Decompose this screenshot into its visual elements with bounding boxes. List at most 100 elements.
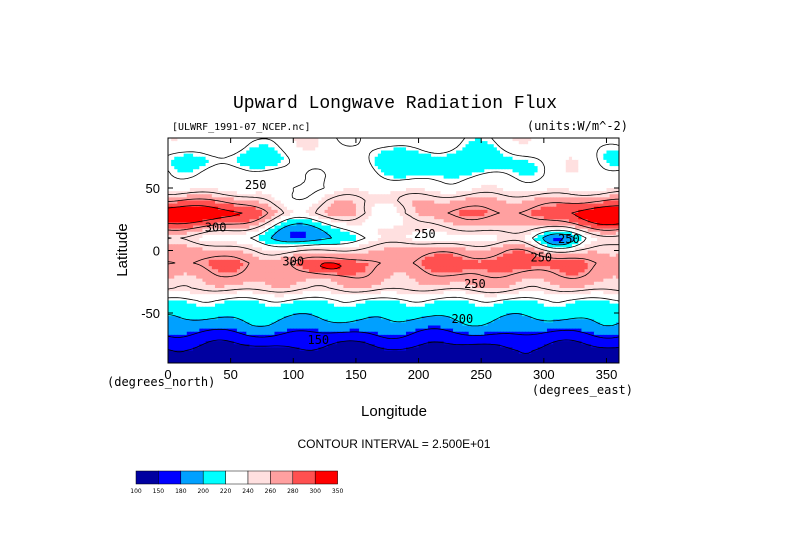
- field-cell: [449, 219, 454, 223]
- field-cell: [415, 206, 420, 211]
- field-cell: [324, 200, 329, 205]
- field-cell: [412, 203, 417, 208]
- field-cell: [440, 169, 445, 173]
- field-cell: [427, 175, 432, 180]
- field-cell: [246, 209, 251, 214]
- field-cell: [305, 144, 310, 148]
- field-cell: [380, 138, 385, 142]
- field-cell: [593, 184, 598, 189]
- field-cell: [305, 213, 310, 217]
- field-cell: [449, 228, 454, 233]
- field-cell: [550, 231, 554, 236]
- field-cell: [337, 184, 341, 189]
- field-cell: [512, 138, 517, 142]
- field-cell: [211, 144, 216, 148]
- field-cell: [177, 172, 182, 177]
- field-cell: [534, 194, 539, 198]
- field-cell: [393, 203, 398, 208]
- field-cell: [553, 206, 557, 211]
- field-cell: [359, 147, 363, 152]
- field-cell: [609, 241, 614, 245]
- field-cell: [183, 166, 188, 170]
- field-cell: [462, 234, 467, 239]
- field-cell: [543, 213, 548, 217]
- field-cell: [390, 209, 395, 214]
- field-cell: [468, 231, 473, 236]
- field-cell: [578, 225, 583, 230]
- field-cell: [409, 222, 413, 227]
- field-cell: [509, 150, 514, 155]
- field-cell: [409, 200, 413, 205]
- field-cell: [180, 191, 185, 195]
- field-cell: [534, 153, 539, 158]
- field-cell: [243, 175, 247, 180]
- field-cell: [597, 241, 601, 245]
- field-cell: [168, 184, 172, 189]
- field-cell: [305, 244, 310, 248]
- field-cell: [221, 166, 225, 170]
- field-cell: [315, 184, 319, 189]
- field-cell: [290, 178, 294, 183]
- field-cell: [412, 200, 417, 205]
- field-cell: [525, 200, 529, 205]
- field-cell: [593, 241, 598, 245]
- field-cell: [525, 206, 529, 211]
- field-cell: [493, 172, 498, 177]
- field-cell: [540, 144, 545, 148]
- field-cell: [590, 234, 595, 239]
- field-cell: [271, 144, 276, 148]
- field-cell: [406, 159, 410, 164]
- field-cell: [609, 144, 614, 148]
- field-cell: [312, 175, 316, 180]
- field-cell: [261, 194, 266, 198]
- field-cell: [412, 153, 417, 158]
- field-cell: [421, 234, 426, 239]
- field-cell: [227, 169, 232, 173]
- field-cell: [406, 150, 410, 155]
- field-cell: [368, 159, 373, 164]
- field-cell: [261, 166, 266, 170]
- field-cell: [440, 172, 445, 177]
- field-cell: [396, 219, 401, 223]
- field-cell: [593, 191, 598, 195]
- field-cell: [543, 181, 548, 186]
- field-cell: [189, 159, 194, 164]
- field-cell: [293, 188, 298, 192]
- field-cell: [299, 166, 304, 170]
- field-cell: [174, 219, 178, 223]
- field-cell: [183, 244, 188, 248]
- field-cell: [227, 194, 232, 198]
- field-cell: [346, 206, 351, 211]
- field-cell: [171, 241, 175, 245]
- field-cell: [609, 181, 614, 186]
- field-cell: [584, 206, 589, 211]
- field-cell: [268, 172, 272, 177]
- field-cell: [396, 144, 401, 148]
- field-cell: [308, 175, 313, 180]
- field-cell: [556, 141, 561, 145]
- field-cell: [437, 225, 442, 230]
- field-cell: [380, 156, 385, 161]
- field-cell: [603, 181, 608, 186]
- field-cell: [396, 175, 401, 180]
- field-cell: [415, 238, 420, 242]
- field-cell: [387, 163, 391, 167]
- field-cell: [612, 144, 617, 148]
- field-cell: [233, 197, 238, 202]
- field-cell: [481, 166, 485, 170]
- field-cell: [252, 184, 257, 189]
- field-cell: [440, 166, 445, 170]
- field-cell: [283, 244, 288, 248]
- field-cell: [409, 138, 413, 142]
- field-cell: [308, 231, 313, 236]
- field-cell: [168, 138, 172, 142]
- field-cell: [584, 238, 589, 242]
- field-cell: [565, 159, 570, 164]
- field-cell: [384, 231, 388, 236]
- field-cell: [440, 141, 445, 145]
- field-cell: [255, 216, 260, 220]
- field-cell: [481, 194, 485, 198]
- field-cell: [615, 194, 619, 198]
- field-cell: [615, 147, 619, 152]
- field-cell: [515, 194, 520, 198]
